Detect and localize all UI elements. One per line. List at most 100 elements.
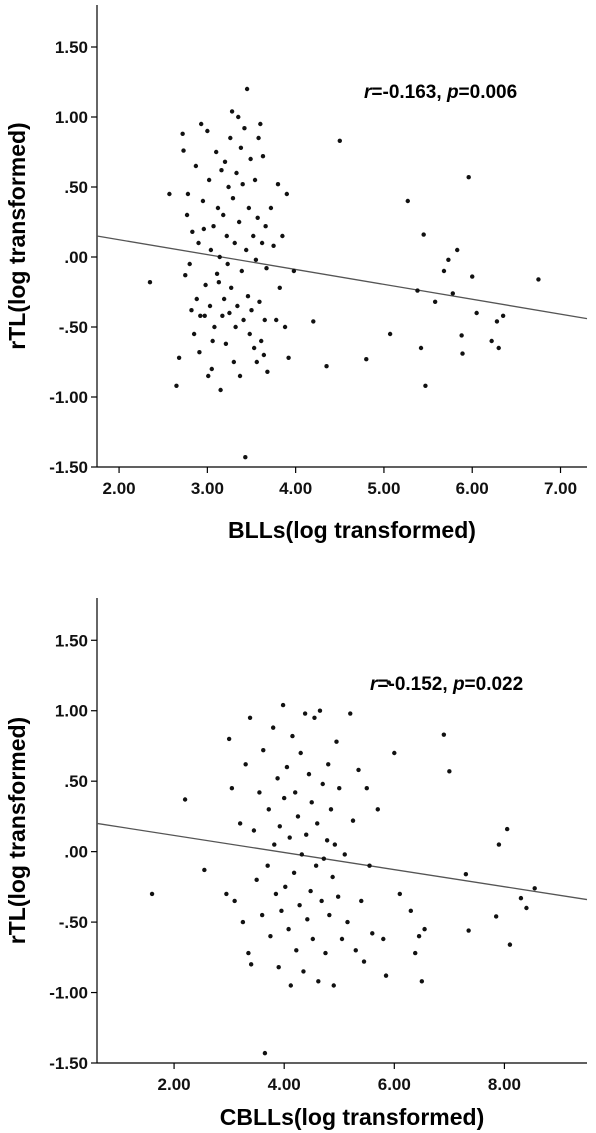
data-point — [237, 373, 243, 379]
correlation-annotation: r=-0.152, p=0.022 — [370, 674, 523, 695]
data-point — [191, 331, 197, 337]
data-point — [474, 310, 479, 316]
data-point — [317, 708, 323, 713]
data-point — [247, 715, 253, 720]
data-point — [323, 950, 328, 956]
data-point — [332, 842, 338, 847]
data-point — [254, 359, 260, 365]
data-point — [201, 226, 207, 232]
data-point — [415, 288, 420, 293]
data-point — [308, 888, 313, 894]
data-point — [213, 149, 219, 155]
data-point — [262, 1050, 268, 1056]
y-tick-label: .50 — [64, 772, 88, 791]
r-symbol: r — [364, 82, 373, 103]
data-point — [246, 205, 252, 211]
data-point — [315, 821, 320, 826]
data-point — [225, 261, 230, 267]
data-point — [392, 750, 397, 756]
data-point — [422, 926, 427, 932]
data-point — [232, 898, 237, 904]
data-point — [359, 898, 364, 904]
data-point — [227, 310, 232, 316]
data-point — [183, 273, 188, 278]
data-point — [240, 919, 246, 925]
data-point — [295, 814, 301, 819]
data-point — [167, 191, 172, 197]
data-point — [236, 219, 242, 225]
data-point — [273, 891, 279, 897]
data-point — [244, 86, 250, 92]
data-point — [180, 131, 185, 136]
data-point — [207, 303, 213, 309]
data-point — [226, 736, 232, 742]
data-point — [259, 338, 264, 344]
y-tick-label: -1.50 — [49, 1054, 88, 1073]
p-value: =0.006 — [459, 82, 518, 103]
data-point — [297, 902, 302, 908]
data-point — [219, 168, 224, 173]
data-point — [226, 184, 231, 190]
data-point — [257, 790, 262, 795]
data-point — [463, 871, 469, 877]
data-point — [196, 240, 201, 246]
data-point — [432, 299, 438, 304]
data-point — [251, 233, 256, 239]
data-point — [229, 786, 235, 791]
data-point — [147, 280, 153, 285]
data-point — [324, 838, 330, 843]
x-tick-label: 2.00 — [158, 1075, 191, 1094]
data-point — [229, 109, 235, 114]
data-point — [270, 725, 276, 730]
data-point — [494, 319, 500, 324]
data-point — [215, 205, 221, 211]
data-point — [496, 345, 501, 351]
data-point — [310, 936, 316, 942]
data-point — [305, 917, 310, 922]
data-point — [198, 313, 203, 318]
data-point — [286, 355, 291, 360]
data-point — [405, 198, 410, 204]
data-point — [375, 807, 380, 812]
data-point — [149, 891, 155, 897]
data-point — [275, 776, 280, 781]
data-point — [252, 177, 258, 183]
data-point — [182, 797, 188, 802]
data-point — [470, 274, 475, 279]
data-point — [223, 341, 229, 346]
data-point — [205, 128, 210, 134]
data-point — [408, 908, 414, 914]
y-tick-label: .00 — [64, 248, 88, 267]
data-point — [320, 781, 325, 787]
data-point — [282, 324, 288, 330]
data-point — [304, 832, 309, 837]
data-point — [387, 331, 393, 337]
x-tick-label: 2.00 — [103, 479, 136, 498]
data-point — [441, 732, 447, 737]
y-tick-label: 1.50 — [55, 38, 88, 57]
data-point — [381, 936, 386, 942]
r-symbol: r — [370, 674, 379, 695]
data-point — [230, 196, 236, 201]
data-point — [238, 145, 244, 150]
data-point — [231, 359, 237, 365]
data-point — [245, 294, 251, 299]
data-point — [313, 863, 319, 868]
data-point — [255, 215, 260, 220]
y-axis-label: rTL(log transformed) — [4, 717, 30, 944]
data-point — [291, 268, 297, 274]
data-point — [460, 351, 465, 356]
data-point — [224, 891, 229, 897]
data-point — [309, 800, 314, 805]
data-point — [209, 366, 214, 372]
data-point — [277, 285, 282, 290]
data-point — [198, 121, 204, 127]
data-point — [210, 338, 215, 344]
data-point — [251, 345, 257, 351]
data-point — [312, 715, 317, 720]
regression-line — [96, 822, 588, 901]
data-point — [339, 936, 345, 942]
data-point — [330, 874, 335, 880]
data-point — [272, 842, 277, 847]
data-point — [211, 224, 216, 229]
